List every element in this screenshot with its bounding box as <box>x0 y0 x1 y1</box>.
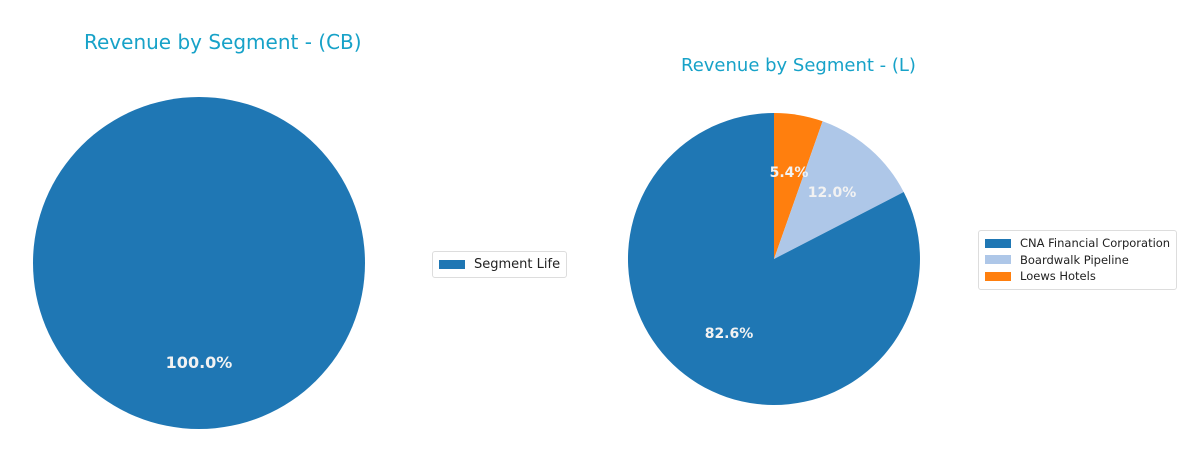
legend-swatch <box>985 271 1011 281</box>
legend-label: Segment Life <box>474 256 561 272</box>
pie-slice-segment-life <box>33 97 365 429</box>
slice-label-loews-hotels: 5.4% <box>770 165 809 181</box>
legend-item-boardwalk-pipeline: Boardwalk Pipeline <box>985 252 1170 269</box>
legend-label: Boardwalk Pipeline <box>1020 252 1129 267</box>
slice-label-cna-financial: 82.6% <box>705 326 754 342</box>
pie-slice-loews-hotels <box>774 112 823 259</box>
slice-label-segment-life: 100.0% <box>166 353 233 372</box>
legend-swatch <box>985 238 1011 248</box>
slice-label-boardwalk-pipeline: 12.0% <box>808 185 857 201</box>
right-chart-title: Revenue by Segment - (L) <box>681 55 916 76</box>
legend-item-cna-financial: CNA Financial Corporation <box>985 235 1170 252</box>
legend-label: Loews Hotels <box>1020 269 1096 284</box>
legend-item-loews-hotels: Loews Hotels <box>985 268 1170 285</box>
right-legend: CNA Financial Corporation Boardwalk Pipe… <box>978 230 1178 290</box>
pie-slice-boardwalk-pipeline <box>774 121 904 259</box>
left-chart-title: Revenue by Segment - (CB) <box>84 30 362 54</box>
pie-slice-cna-financial <box>627 113 920 405</box>
legend-label: CNA Financial Corporation <box>1020 236 1171 251</box>
legend-swatch <box>985 255 1011 265</box>
legend-item-segment-life: Segment Life <box>439 256 560 273</box>
left-legend: Segment Life <box>432 251 568 278</box>
legend-swatch <box>439 259 465 269</box>
